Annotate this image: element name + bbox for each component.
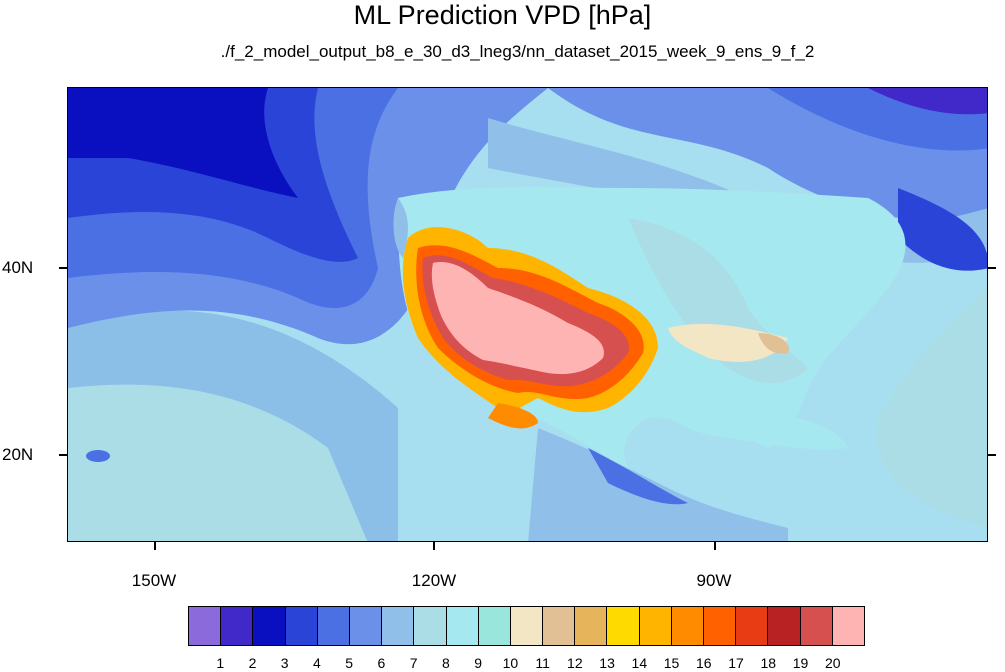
colorbar-swatch: [478, 607, 511, 645]
lon-tick-150w: [154, 542, 156, 550]
lat-tick-20n: [59, 454, 67, 456]
colorbar-swatch: [832, 607, 864, 645]
colorbar-swatch: [221, 607, 254, 645]
colorbar-swatch: [736, 607, 769, 645]
lat-label-20n: 20N: [2, 445, 34, 464]
colorbar-swatch: [510, 607, 544, 645]
lat-tick-40n: [59, 267, 67, 269]
colorbar-label: 20: [824, 655, 841, 671]
colorbar-swatch: [349, 607, 383, 645]
colorbar-label: 8: [441, 655, 450, 671]
colorbar-swatch: [382, 607, 415, 645]
colorbar-label: 2: [248, 655, 257, 671]
colorbar-label: 1: [216, 655, 225, 671]
colorbar-label: 12: [567, 655, 583, 671]
colorbar-label: 4: [313, 655, 321, 671]
colorbar-swatch: [768, 607, 801, 645]
colorbar-label: 16: [696, 655, 712, 671]
lon-tick-90w: [714, 542, 716, 550]
colorbar-swatch: [317, 607, 350, 645]
lon-label-150w: 150W: [131, 571, 177, 590]
colorbar-label: 13: [599, 655, 615, 671]
colorbar-swatch: [285, 607, 318, 645]
colorbar-swatch: [800, 607, 833, 645]
colorbar-swatch: [446, 607, 479, 645]
lon-label-90w: 90W: [696, 571, 732, 590]
lat-tick-40n-right: [988, 267, 996, 269]
vpd-map: [67, 87, 988, 542]
colorbar-label: 6: [377, 655, 386, 671]
colorbar-swatch: [671, 607, 704, 645]
map-subtitle: ./f_2_model_output_b8_e_30_d3_lneg3/nn_d…: [220, 42, 815, 61]
colorbar-swatch: [704, 607, 737, 645]
colorbar-label: 18: [760, 655, 777, 671]
colorbar-label: 17: [728, 655, 744, 671]
colorbar-swatch: [575, 607, 608, 645]
colorbar-label: 14: [631, 655, 648, 671]
colorbar-label: 5: [345, 655, 354, 671]
colorbar-label: 7: [409, 655, 418, 671]
colorbar-label: 10: [502, 655, 519, 671]
colorbar-label: 3: [280, 655, 289, 671]
lon-tick-120w: [433, 542, 435, 550]
colorbar-label: 19: [792, 655, 809, 671]
colorbar-label: 9: [474, 655, 483, 671]
colorbar-swatch: [189, 607, 222, 645]
colorbar-swatch: [414, 607, 447, 645]
colorbar-swatch: [543, 607, 576, 645]
lat-label-40n: 40N: [2, 258, 34, 277]
colorbar-swatch: [639, 607, 672, 645]
lat-tick-20n-right: [988, 454, 996, 456]
colorbar-swatch: [607, 607, 640, 645]
vpd-map-field: [68, 88, 987, 541]
map-title: ML Prediction VPD [hPa]: [353, 0, 652, 30]
lon-label-120w: 120W: [411, 571, 457, 590]
colorbar: [188, 606, 865, 646]
colorbar-swatch: [253, 607, 286, 645]
colorbar-label: 15: [663, 655, 680, 671]
colorbar-label: 11: [535, 655, 550, 671]
